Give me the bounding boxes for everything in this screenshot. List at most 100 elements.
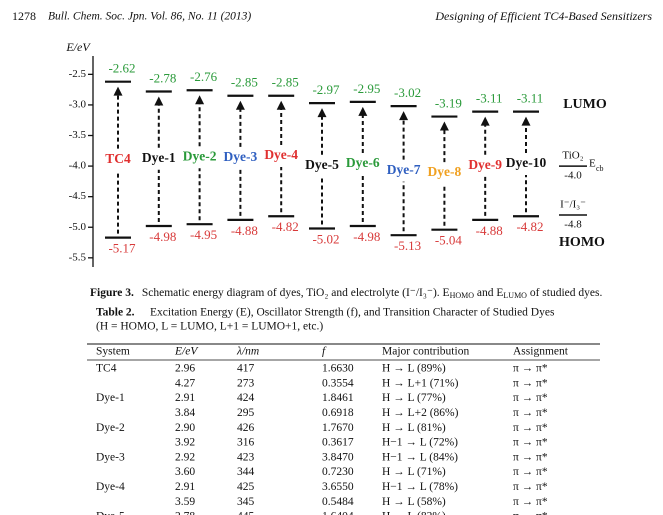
table-cell: Dye-1: [96, 392, 125, 404]
dye-name: Dye-9: [468, 157, 502, 172]
table-cell: 316: [237, 437, 255, 449]
table-cell: Dye-5: [96, 511, 125, 515]
lumo-value: -3.19: [435, 96, 462, 111]
running-title: Designing of Efficient TC4-Based Sensiti…: [434, 9, 652, 23]
lumo-value: -3.11: [476, 91, 503, 106]
column-header: λ/nm: [236, 346, 259, 358]
table-cell: Dye-4: [96, 481, 125, 493]
table-cell: 2.96: [175, 363, 195, 375]
column-header: E/eV: [174, 346, 199, 358]
lumo-value: -2.95: [353, 81, 380, 96]
caption-subscript: HOMO: [450, 291, 475, 300]
y-tick-label: -4.0: [69, 160, 87, 172]
table-cell: π → π*: [513, 407, 548, 419]
lumo-value: -2.62: [108, 61, 135, 76]
reference-subscript: cb: [596, 164, 604, 173]
arrow-head: [276, 100, 286, 110]
lumo-value: -3.11: [517, 91, 544, 106]
y-axis-label: E/eV: [65, 40, 91, 54]
reference-value: -4.8: [564, 219, 582, 231]
figure-number: Figure 3.: [90, 287, 134, 299]
table-cell: 3.92: [175, 437, 195, 449]
dye-name: Dye-8: [428, 164, 462, 179]
caption-subscript: LUMO: [503, 291, 527, 300]
lumo-value: -2.85: [231, 75, 258, 90]
table-cell: 2.91: [175, 481, 195, 493]
caption-text: of studied dyes.: [527, 287, 603, 299]
table-cell: 445: [237, 511, 255, 515]
dye-name: Dye-3: [224, 149, 258, 164]
dye-name: Dye-6: [346, 155, 380, 170]
lumo-value: -2.78: [149, 70, 176, 85]
table-cell: π → π*: [513, 422, 548, 434]
homo-value: -4.82: [272, 219, 299, 234]
table-cell: H → L (82%): [382, 511, 446, 515]
table-cell: 273: [237, 377, 255, 389]
reference-symbol: E: [589, 158, 596, 170]
table-cell: Dye-3: [96, 451, 125, 463]
homo-value: -4.88: [231, 223, 258, 238]
homo-value: -5.13: [394, 238, 421, 253]
table-cell: 0.3617: [322, 437, 354, 449]
table-cell: π → π*: [513, 481, 548, 493]
table-cell: 0.6918: [322, 407, 354, 419]
y-tick-label: -2.5: [69, 68, 87, 80]
table-cell: 2.78: [175, 511, 195, 515]
y-tick-label: -3.0: [69, 98, 87, 110]
arrow-head: [358, 106, 368, 116]
table-cell: 426: [237, 422, 255, 434]
series-label: HOMO: [559, 235, 605, 250]
arrow-head: [317, 108, 327, 118]
homo-value: -4.98: [149, 229, 176, 244]
table-cell: 3.84: [175, 407, 195, 419]
table-cell: 425: [237, 481, 255, 493]
y-tick-label: -5.0: [69, 221, 87, 233]
table-cell: π → π*: [513, 466, 548, 478]
table-cell: 3.60: [175, 466, 195, 478]
arrow-head: [195, 95, 205, 105]
lumo-value: -2.97: [312, 82, 340, 97]
table-title: (H = HOMO, L = LUMO, L+1 = LUMO+1, etc.): [96, 321, 323, 333]
column-header: Major contribution: [382, 346, 469, 358]
homo-value: -5.17: [108, 241, 136, 256]
table-cell: H → L (89%): [382, 363, 446, 375]
homo-value: -5.02: [312, 231, 339, 246]
table-cell: 424: [237, 392, 255, 404]
arrow-head: [235, 100, 245, 110]
table-cell: 3.8470: [322, 451, 354, 463]
table-cell: 3.6550: [322, 481, 354, 493]
dye-name: Dye-1: [142, 150, 176, 165]
table-cell: 1.7670: [322, 422, 354, 434]
table-number: Table 2.: [96, 307, 135, 319]
figure-caption: Figure 3. Schematic energy diagram of dye…: [90, 287, 602, 300]
table-cell: 2.91: [175, 392, 195, 404]
column-header: Assignment: [513, 346, 569, 358]
table-cell: 344: [237, 466, 255, 478]
y-tick-label: -3.5: [69, 129, 87, 141]
dye-name: Dye-10: [506, 155, 547, 170]
page-number: 1278: [12, 9, 36, 23]
arrow-head: [521, 116, 531, 126]
arrow-head: [154, 96, 164, 106]
arrow-head: [480, 116, 490, 126]
table-cell: π → π*: [513, 437, 548, 449]
y-tick-label: -5.5: [69, 251, 87, 263]
reference-value: -4.0: [564, 170, 582, 182]
table-cell: 345: [237, 496, 255, 508]
table-cell: H → L (71%): [382, 466, 446, 478]
table-cell: π → π*: [513, 496, 548, 508]
lumo-value: -2.85: [272, 75, 299, 90]
table-cell: Dye-2: [96, 422, 125, 434]
table-cell: π → π*: [513, 363, 548, 375]
reference-label: I⁻/I₃⁻: [560, 199, 586, 211]
table-cell: H → L (58%): [382, 496, 446, 508]
caption-text: Schematic energy diagram of dyes, TiO₂ a…: [142, 287, 450, 299]
homo-value: -4.98: [353, 229, 380, 244]
lumo-value: -2.76: [190, 69, 218, 84]
table-cell: 4.27: [175, 377, 195, 389]
series-label: LUMO: [563, 97, 607, 112]
dye-name: Dye-7: [387, 162, 421, 177]
table-cell: π → π*: [513, 377, 548, 389]
y-tick-label: -4.5: [69, 190, 87, 202]
